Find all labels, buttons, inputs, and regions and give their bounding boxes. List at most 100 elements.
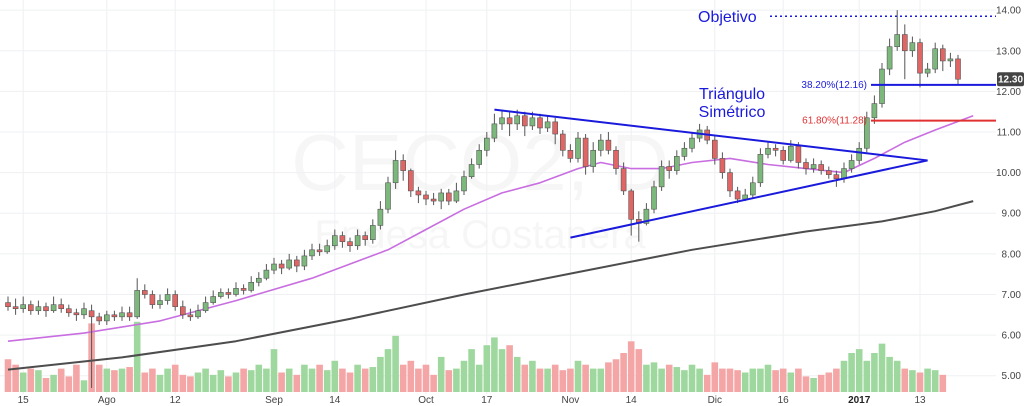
volume-bar (749, 368, 757, 392)
candle-body (628, 190, 635, 220)
y-tick-label: 5.00 (1002, 371, 1022, 382)
ma-long-line (7, 200, 974, 371)
objetivo-label: Objetivo (698, 9, 757, 26)
volume-bar (521, 364, 529, 392)
volume-bar (840, 360, 848, 392)
candle-body (651, 186, 657, 210)
candle-body (324, 245, 331, 253)
candle-body (218, 292, 224, 297)
candle-body (552, 121, 559, 135)
volume-bar (848, 353, 855, 392)
candle-body (225, 292, 232, 295)
candle-body (658, 166, 665, 188)
candle-body (582, 137, 589, 167)
candle-body (757, 154, 764, 184)
volume-bar (650, 362, 658, 392)
volume-bar (445, 370, 453, 392)
candle-body (597, 139, 604, 151)
candle-body (415, 190, 422, 196)
candle-body (50, 304, 57, 312)
volume-bar (726, 368, 734, 392)
y-tick-label: 8.00 (1002, 249, 1022, 260)
y-tick-label: 6.00 (1002, 331, 1022, 342)
x-tick-label: 2017 (848, 395, 871, 406)
volume-bar (643, 364, 650, 392)
volume-bar (658, 368, 665, 392)
candle-body (134, 290, 140, 318)
candle-body (126, 312, 133, 318)
candle-body (506, 117, 513, 125)
candle-body (271, 263, 277, 271)
volume-bar (795, 368, 802, 392)
volume-bar (665, 364, 673, 392)
candle-body (483, 137, 490, 151)
volume-bar (681, 370, 688, 392)
x-tick-label: 16 (778, 395, 790, 406)
volume-bar (422, 364, 430, 392)
y-tick-label: 13.00 (996, 46, 1021, 57)
volume-bar (757, 368, 764, 392)
volume-bar (255, 364, 263, 392)
candle-body (537, 117, 543, 129)
candle-body (780, 149, 787, 161)
candle-body (248, 281, 254, 291)
candle-body (430, 198, 437, 202)
candle-body (917, 42, 923, 74)
volume-bar (567, 368, 574, 392)
candle-body (886, 46, 893, 70)
volume-bar (506, 345, 513, 392)
candle-body (947, 58, 954, 62)
volume-bar (263, 368, 270, 392)
candle-body (825, 170, 832, 175)
candle-body (529, 117, 536, 127)
candle-body (35, 306, 42, 312)
volume-bar (346, 372, 354, 392)
candle-body (909, 42, 916, 52)
volume-bar (361, 368, 369, 392)
volume-bar (483, 345, 491, 392)
candle-body (180, 306, 186, 316)
candle-body (924, 68, 931, 74)
candle-body (316, 249, 323, 253)
fib-level-label: 38.20%(12.16) (801, 80, 867, 91)
y-tick-label: 9.00 (1002, 209, 1022, 220)
volume-bar (247, 370, 255, 392)
volume-bar (42, 377, 50, 392)
x-tick-label: Nov (562, 395, 580, 406)
volume-bar (551, 364, 559, 392)
candle-body (453, 190, 460, 202)
volume-bar (772, 370, 779, 392)
candle-body (407, 170, 414, 192)
x-tick-label: Dic (708, 395, 722, 406)
volume-bar (863, 360, 871, 392)
candle-body (833, 174, 840, 180)
candle-body (955, 58, 961, 80)
volume-bar (164, 368, 171, 392)
candle-body (119, 312, 125, 318)
candle-body (787, 145, 794, 161)
candle-body (27, 304, 34, 312)
candle-body (734, 190, 741, 200)
candle-body (499, 117, 505, 125)
candle-body (681, 147, 688, 157)
candle-body (575, 137, 581, 159)
last-price-badge-label: 12.30 (998, 75, 1023, 86)
candle-body (765, 147, 771, 155)
candle-body (856, 147, 863, 161)
candle-body (73, 312, 80, 316)
volume-bar (194, 372, 202, 392)
volume-bar (833, 368, 840, 392)
candle-body (423, 194, 429, 200)
volume-bar (179, 374, 187, 392)
candle-body (362, 235, 369, 240)
candle-body (43, 306, 49, 312)
candle-body (58, 304, 65, 310)
candle-body (438, 192, 445, 202)
volume-bar (878, 343, 886, 392)
candle-body (620, 168, 627, 192)
volume-bar (80, 380, 88, 392)
candle-body (871, 103, 878, 119)
candle-body (727, 172, 733, 192)
candle-body (749, 182, 756, 196)
volume-bar (339, 368, 346, 392)
